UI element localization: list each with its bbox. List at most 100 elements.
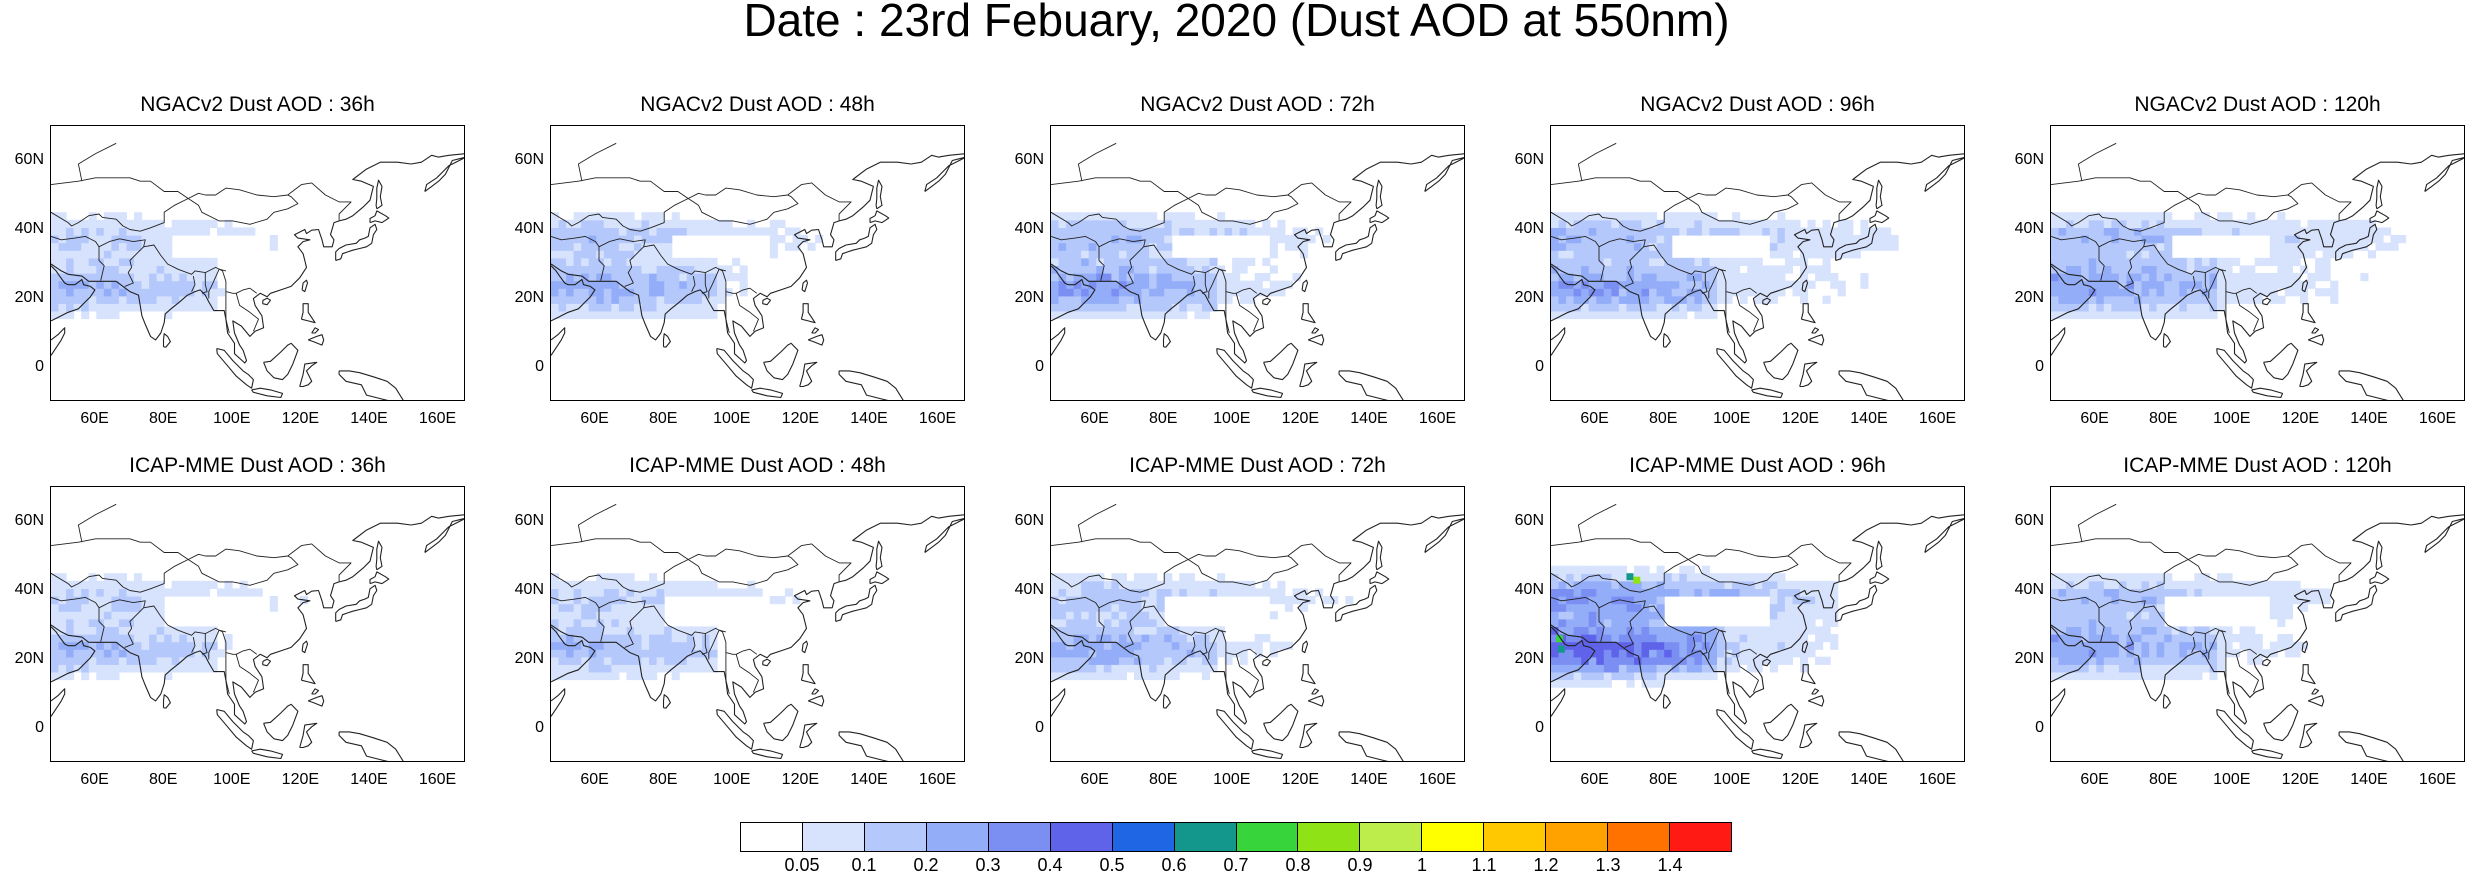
- y-tick-label: 60N: [14, 150, 44, 168]
- colorbar-swatch: [1298, 823, 1361, 851]
- coastlines: [1551, 514, 1964, 761]
- y-tick-label: 0: [2035, 357, 2044, 375]
- dust-aod-field: [51, 212, 278, 320]
- x-tick-label: 60E: [80, 410, 109, 427]
- colorbar-label: 1.2: [1533, 855, 1559, 875]
- country-borders: [2051, 503, 2352, 695]
- map-canvas: [2051, 142, 2464, 400]
- x-tick-label: 100E: [1713, 410, 1751, 427]
- y-tick-label: 0: [1535, 357, 1544, 375]
- y-tick-label: 20N: [1514, 288, 1544, 306]
- x-tick-label: 140E: [1850, 771, 1888, 788]
- x-tick-label: 140E: [1350, 410, 1388, 427]
- map-panel: [1550, 486, 1965, 762]
- panel-title: NGACv2 Dust AOD : 72h: [1140, 93, 1375, 116]
- x-tick-label: 80E: [1148, 410, 1178, 427]
- panel-title: ICAP-MME Dust AOD : 36h: [129, 454, 386, 477]
- x-tick-label: 60E: [2080, 771, 2109, 788]
- x-tick-label: 120E: [281, 771, 320, 788]
- x-tick-label: 100E: [2213, 410, 2251, 427]
- panel-title: ICAP-MME Dust AOD : 48h: [629, 454, 886, 477]
- coastlines: [51, 514, 464, 761]
- y-tick-label: 40N: [1514, 219, 1544, 237]
- country-borders: [1551, 142, 1852, 334]
- y-tick-label: 40N: [1014, 580, 1044, 598]
- x-tick-label: 120E: [781, 410, 820, 427]
- y-tick-label: 20N: [2014, 288, 2044, 306]
- x-tick-label: 160E: [1918, 410, 1957, 427]
- x-tick-label: 80E: [1648, 410, 1678, 427]
- panel-title: NGACv2 Dust AOD : 36h: [140, 93, 375, 116]
- x-tick-label: 60E: [580, 410, 609, 427]
- colorbar-label: 0.1: [851, 855, 877, 875]
- y-tick-label: 0: [1535, 718, 1544, 736]
- x-tick-label: 80E: [2148, 771, 2178, 788]
- map-canvas: [1051, 142, 1464, 400]
- coastlines: [2051, 153, 2464, 400]
- colorbar-label: 0.6: [1161, 855, 1187, 875]
- x-tick-label: 100E: [2213, 771, 2251, 788]
- y-tick-label: 60N: [2014, 511, 2044, 529]
- map-canvas: [1051, 503, 1464, 761]
- country-borders: [1051, 503, 1352, 695]
- coastlines: [51, 153, 464, 400]
- colorbar-swatch: [1360, 823, 1423, 851]
- map-canvas: [1551, 503, 1964, 761]
- panel-title: ICAP-MME Dust AOD : 120h: [2123, 454, 2392, 477]
- y-tick-label: 40N: [14, 219, 44, 237]
- y-tick-label: 40N: [2014, 580, 2044, 598]
- x-tick-label: 100E: [713, 410, 751, 427]
- y-tick-label: 40N: [2014, 219, 2044, 237]
- map-canvas: [551, 503, 964, 761]
- colorbar-label: 0.2: [913, 855, 939, 875]
- country-borders: [1051, 142, 1352, 334]
- country-borders: [51, 503, 352, 695]
- colorbar-swatch: [1236, 823, 1299, 851]
- dust-aod-field: [551, 573, 801, 681]
- dust-aod-field: [1051, 573, 1354, 681]
- colorbar-swatch: [802, 823, 865, 851]
- panel-title: ICAP-MME Dust AOD : 96h: [1629, 454, 1886, 477]
- x-tick-label: 120E: [1781, 771, 1820, 788]
- x-tick-label: 60E: [1080, 771, 1109, 788]
- country-borders: [2051, 142, 2352, 334]
- x-tick-label: 160E: [918, 410, 957, 427]
- map-panel: [1550, 125, 1965, 401]
- x-tick-label: 140E: [2350, 410, 2388, 427]
- y-tick-label: 40N: [514, 580, 544, 598]
- aod-hotspot: [1556, 635, 1564, 643]
- figure-title: Date : 23rd Febuary, 2020 (Dust AOD at 5…: [743, 0, 1730, 46]
- dust-aod-field: [1051, 212, 1331, 320]
- colorbar-label: 0.4: [1037, 855, 1063, 875]
- panel-title: NGACv2 Dust AOD : 120h: [2134, 93, 2381, 116]
- map-canvas: [1551, 142, 1964, 400]
- map-panel: [50, 125, 465, 401]
- map-panel: [1050, 125, 1465, 401]
- y-tick-label: 40N: [1014, 219, 1044, 237]
- y-tick-label: 0: [535, 718, 544, 736]
- y-tick-label: 40N: [514, 219, 544, 237]
- colorbar-label: 0.8: [1285, 855, 1311, 875]
- x-tick-label: 160E: [418, 771, 457, 788]
- y-tick-label: 40N: [14, 580, 44, 598]
- x-tick-label: 160E: [1418, 410, 1457, 427]
- x-tick-label: 80E: [1148, 771, 1178, 788]
- y-tick-label: 0: [35, 357, 44, 375]
- colorbar-label: 1: [1416, 855, 1427, 875]
- x-tick-label: 80E: [1648, 771, 1678, 788]
- coastlines: [551, 153, 964, 400]
- x-tick-label: 60E: [1080, 410, 1109, 427]
- colorbar-label: 0.9: [1347, 855, 1373, 875]
- y-tick-label: 60N: [1514, 150, 1544, 168]
- y-tick-label: 20N: [514, 649, 544, 667]
- country-borders: [551, 142, 852, 334]
- x-tick-label: 80E: [648, 410, 678, 427]
- x-tick-label: 60E: [2080, 410, 2109, 427]
- y-tick-label: 0: [35, 718, 44, 736]
- dust-aod-field: [1551, 565, 1839, 688]
- y-tick-label: 60N: [1514, 511, 1544, 529]
- map-panel: [550, 125, 965, 401]
- y-tick-label: 20N: [1514, 649, 1544, 667]
- x-tick-label: 120E: [1781, 410, 1820, 427]
- y-tick-label: 60N: [514, 150, 544, 168]
